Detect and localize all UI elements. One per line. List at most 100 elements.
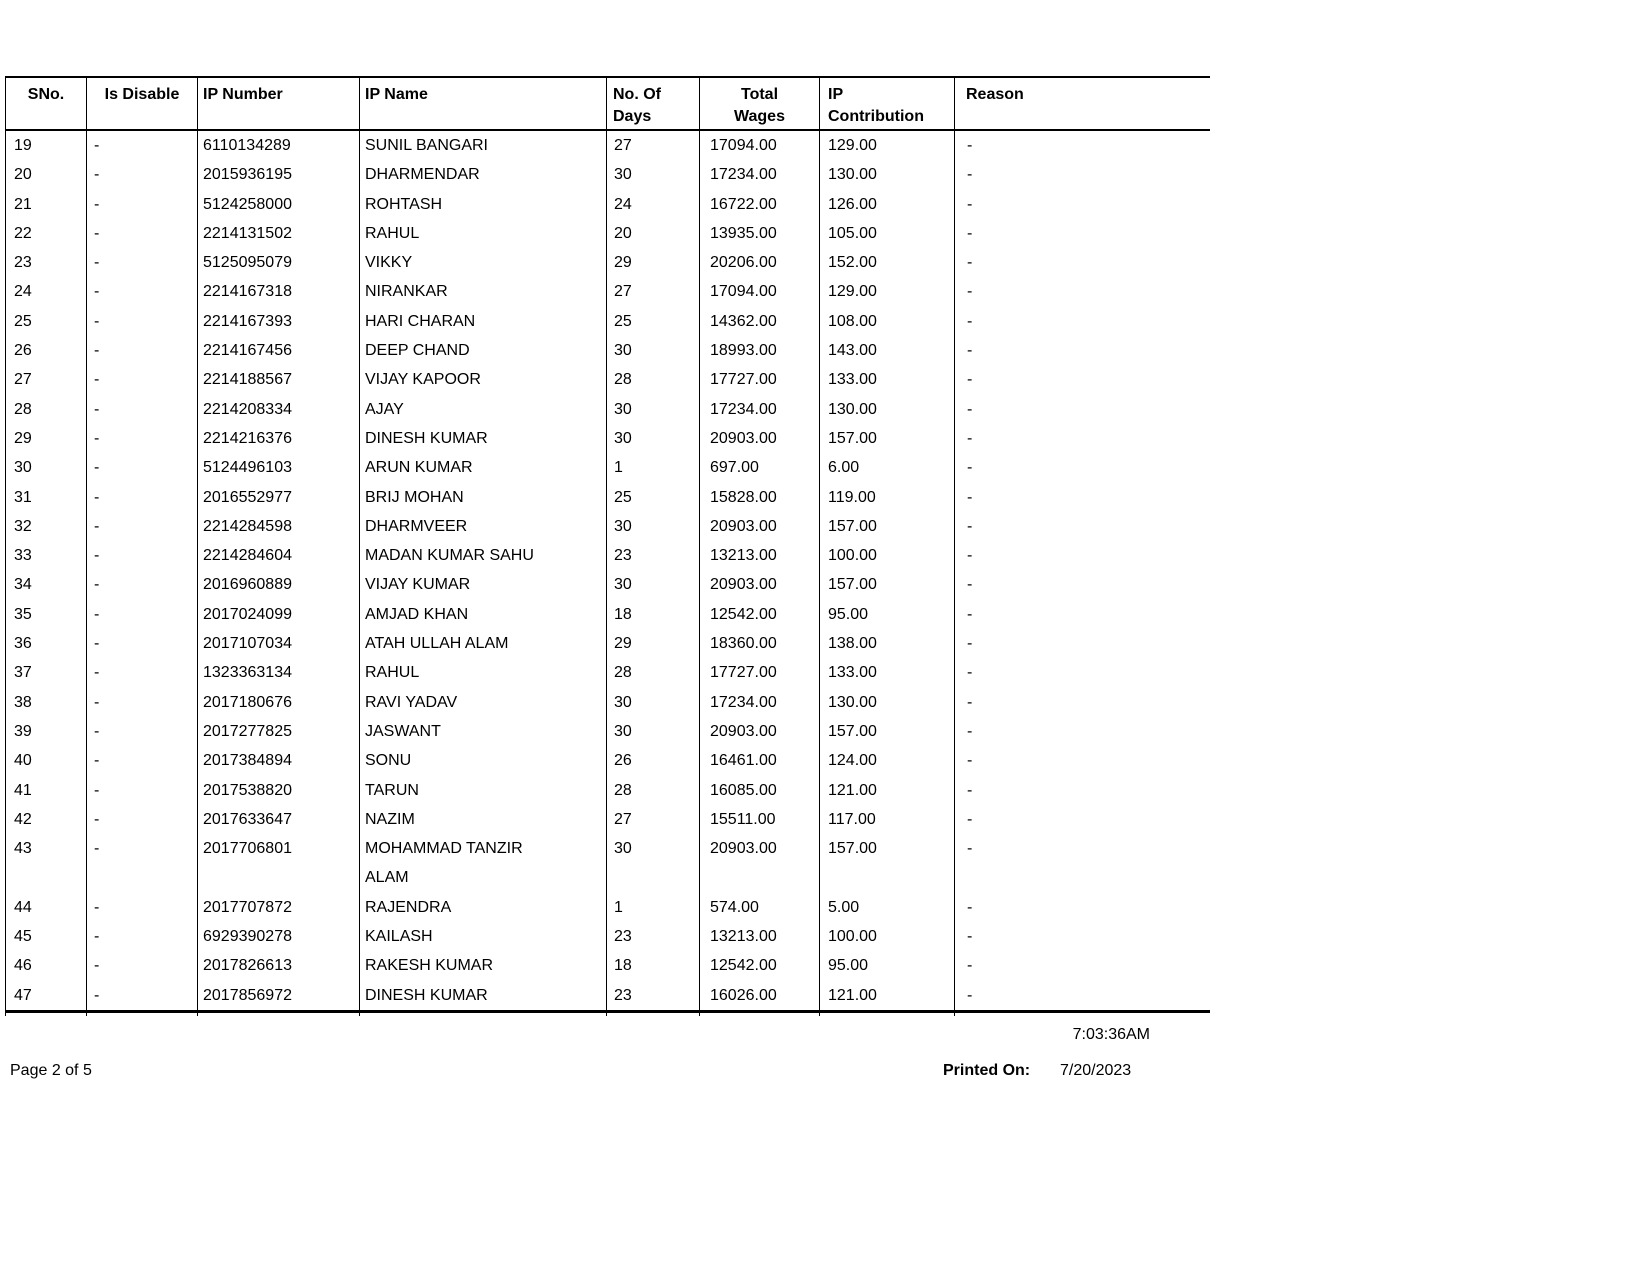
table-cell: -	[87, 629, 198, 659]
table-cell: 5124496103	[198, 453, 360, 483]
table-cell: 2214284604	[198, 541, 360, 571]
header-cell: IP Name	[360, 78, 607, 129]
table-cell: 18993.00	[700, 336, 820, 366]
table-row: 43-2017706801 MOHAMMAD TANZIR ALAM 30 20903…	[5, 834, 1210, 893]
table-cell: -	[967, 429, 973, 447]
table-cell: 16026.00	[700, 980, 820, 1010]
table-cell: RAHUL	[360, 218, 607, 249]
table-cell: 28	[607, 775, 700, 805]
table-cell: -	[967, 517, 973, 535]
table-cell: 17234.00	[700, 687, 820, 717]
table-row: 24-2214167318 NIRANKAR 27 17094.00 129.00-	[5, 277, 1210, 307]
table-cell: 16461.00	[700, 746, 820, 776]
header-cell: Is Disable	[87, 78, 198, 129]
table-cell: 25	[607, 482, 700, 512]
table-cell: -	[87, 511, 198, 542]
table-row: 21-5124258000 ROHTASH 24 16722.00 126.00-	[5, 189, 1210, 219]
table-cell: 2214216376	[198, 423, 360, 454]
table-cell: 30	[607, 716, 700, 747]
table-cell: 23	[5, 248, 87, 278]
table-row: 22-2214131502 RAHUL 20 13935.00 105.00-	[5, 218, 1210, 249]
table-cell: HARI CHARAN	[360, 306, 607, 337]
table-row: 47-2017856972 DINESH KUMAR 23 16026.00 121.0…	[5, 980, 1210, 1010]
table-cell: 20903.00	[700, 716, 820, 747]
table-cell: 39	[5, 716, 87, 747]
table-cell: -	[967, 547, 973, 565]
table-row: 40-2017384894 SONU 26 16461.00 124.00-	[5, 746, 1210, 776]
table-cell: 17094.00	[700, 131, 820, 161]
table-cell: 119.00	[820, 482, 955, 512]
table-row: 29-2214216376 DINESH KUMAR 30 20903.00 157.0…	[5, 423, 1210, 454]
table-cell: 121.00	[820, 775, 955, 805]
table-cell: 2017277825	[198, 716, 360, 747]
table-row: 34-2016960889 VIJAY KUMAR 30 20903.00 157.00…	[5, 570, 1210, 600]
table-cell: -	[967, 576, 973, 594]
table-cell: -	[87, 892, 198, 923]
table-cell: -	[967, 986, 973, 1004]
table-cell: 43	[5, 834, 87, 893]
table-cell: 2017633647	[198, 804, 360, 835]
table-cell: 30	[607, 687, 700, 717]
table-cell: -	[87, 746, 198, 776]
table-cell: -	[87, 658, 198, 688]
table-cell: 20903.00	[700, 570, 820, 600]
table-cell: 30	[607, 394, 700, 424]
table-cell: -	[87, 541, 198, 571]
table-cell: 108.00	[820, 306, 955, 337]
table-cell: 24	[5, 277, 87, 307]
table-cell: 133.00	[820, 365, 955, 395]
table-cell: 17234.00	[700, 160, 820, 190]
table-cell: -	[967, 224, 973, 242]
table-row: 46-2017826613 RAKESH KUMAR 18 12542.00 95.00…	[5, 951, 1210, 981]
table-cell: -	[967, 810, 973, 828]
table-cell: 2017706801	[198, 834, 360, 893]
table-cell: 24	[607, 189, 700, 219]
table-cell: 157.00	[820, 716, 955, 747]
table-cell: RAVI YADAV	[360, 687, 607, 717]
table-cell: 2214167456	[198, 336, 360, 366]
table-cell: 34	[5, 570, 87, 600]
table-cell: 130.00	[820, 394, 955, 424]
table-cell: 2017024099	[198, 599, 360, 630]
table-cell: -	[967, 781, 973, 799]
table-cell: -	[87, 775, 198, 805]
table-cell: 22	[5, 218, 87, 249]
table-cell: -	[87, 189, 198, 219]
table-cell: 36	[5, 629, 87, 659]
header-cell: No. Of Days	[607, 78, 700, 129]
table-cell: DINESH KUMAR	[360, 980, 607, 1010]
table-cell: ATAH ULLAH ALAM	[360, 629, 607, 659]
table-cell: 152.00	[820, 248, 955, 278]
table-cell: -	[967, 342, 973, 360]
table-row: 26-2214167456 DEEP CHAND 30 18993.00 143.00-	[5, 336, 1210, 366]
table-cell: 27	[607, 804, 700, 835]
table-cell: -	[87, 423, 198, 454]
table-cell: -	[967, 166, 973, 184]
table-cell: SUNIL BANGARI	[360, 131, 607, 161]
table-cell: 17727.00	[700, 658, 820, 688]
table-cell: 157.00	[820, 570, 955, 600]
table-row: 33-2214284604 MADAN KUMAR SAHU 23 13213.00 1…	[5, 541, 1210, 571]
table-cell: 29	[607, 629, 700, 659]
table-cell: -	[87, 160, 198, 190]
table-cell: 105.00	[820, 218, 955, 249]
table-cell: 25	[5, 306, 87, 337]
table-cell: -	[87, 599, 198, 630]
table-cell: SONU	[360, 746, 607, 776]
table-cell: MADAN KUMAR SAHU	[360, 541, 607, 571]
table-cell: RAKESH KUMAR	[360, 951, 607, 981]
table-cell: AJAY	[360, 394, 607, 424]
table-cell: 46	[5, 951, 87, 981]
table-cell: 2214167393	[198, 306, 360, 337]
table-cell: DEEP CHAND	[360, 336, 607, 366]
table-cell: 6929390278	[198, 922, 360, 952]
table-cell: 130.00	[820, 687, 955, 717]
table-cell: 2214131502	[198, 218, 360, 249]
table-cell: RAJENDRA	[360, 892, 607, 923]
table-cell: -	[87, 687, 198, 717]
table-bottom-border	[5, 1010, 1210, 1013]
table-cell: 95.00	[820, 599, 955, 630]
table-row: 41-2017538820 TARUN 28 16085.00 121.00-	[5, 775, 1210, 805]
table-body: 19-6110134289 SUNIL BANGARI 27 17094.00 129.…	[5, 131, 1210, 1010]
table-cell: KAILASH	[360, 922, 607, 952]
